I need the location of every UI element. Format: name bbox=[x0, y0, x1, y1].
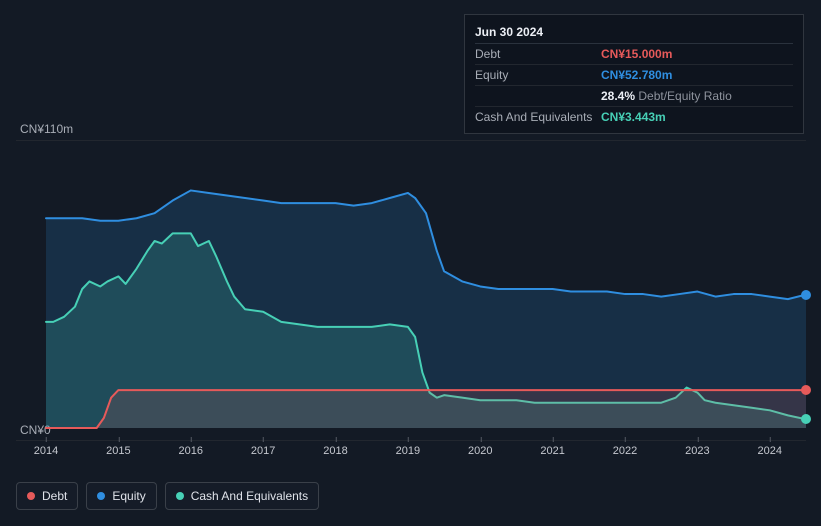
legend: Debt Equity Cash And Equivalents bbox=[16, 482, 319, 510]
legend-item-cash[interactable]: Cash And Equivalents bbox=[165, 482, 319, 510]
info-row-label: Cash And Equivalents bbox=[475, 110, 601, 124]
series-end-dot-cash bbox=[801, 414, 811, 424]
x-axis: 2014 2015 2016 2017 2018 2019 2020 2021 2022 2023… bbox=[16, 440, 806, 470]
info-row: DebtCN¥15.000m bbox=[475, 44, 793, 65]
x-tick: 2024 bbox=[758, 445, 782, 457]
legend-label: Cash And Equivalents bbox=[191, 489, 308, 503]
info-row-label: Debt bbox=[475, 47, 601, 61]
legend-label: Equity bbox=[112, 489, 145, 503]
info-row: 28.4% Debt/Equity Ratio bbox=[475, 86, 793, 107]
chart-area bbox=[16, 140, 806, 440]
x-tick: 2021 bbox=[540, 445, 564, 457]
series-end-dot-debt bbox=[801, 385, 811, 395]
info-date: Jun 30 2024 bbox=[475, 21, 793, 44]
legend-swatch bbox=[27, 492, 35, 500]
x-tick: 2023 bbox=[685, 445, 709, 457]
info-row: Cash And EquivalentsCN¥3.443m bbox=[475, 107, 793, 127]
x-tick: 2020 bbox=[468, 445, 492, 457]
x-tick: 2019 bbox=[396, 445, 420, 457]
x-tick: 2015 bbox=[106, 445, 130, 457]
legend-item-debt[interactable]: Debt bbox=[16, 482, 78, 510]
x-tick: 2014 bbox=[34, 445, 58, 457]
info-row-value: 28.4% Debt/Equity Ratio bbox=[601, 89, 732, 103]
series-area-debt bbox=[46, 390, 806, 428]
legend-label: Debt bbox=[42, 489, 67, 503]
info-box: Jun 30 2024 DebtCN¥15.000mEquityCN¥52.78… bbox=[464, 14, 804, 134]
legend-swatch bbox=[97, 492, 105, 500]
chart-svg bbox=[16, 140, 806, 440]
info-row-value: CN¥3.443m bbox=[601, 110, 666, 124]
info-row-value: CN¥52.780m bbox=[601, 68, 672, 82]
series-end-dot-equity bbox=[801, 290, 811, 300]
x-tick: 2017 bbox=[251, 445, 275, 457]
info-row-suffix: Debt/Equity Ratio bbox=[638, 89, 731, 103]
info-row-label: Equity bbox=[475, 68, 601, 82]
x-tick: 2016 bbox=[179, 445, 203, 457]
info-row-value: CN¥15.000m bbox=[601, 47, 672, 61]
x-tick: 2022 bbox=[613, 445, 637, 457]
y-axis-upper-label: CN¥110m bbox=[20, 122, 73, 136]
legend-item-equity[interactable]: Equity bbox=[86, 482, 156, 510]
x-tick: 2018 bbox=[323, 445, 347, 457]
info-row: EquityCN¥52.780m bbox=[475, 65, 793, 86]
legend-swatch bbox=[176, 492, 184, 500]
